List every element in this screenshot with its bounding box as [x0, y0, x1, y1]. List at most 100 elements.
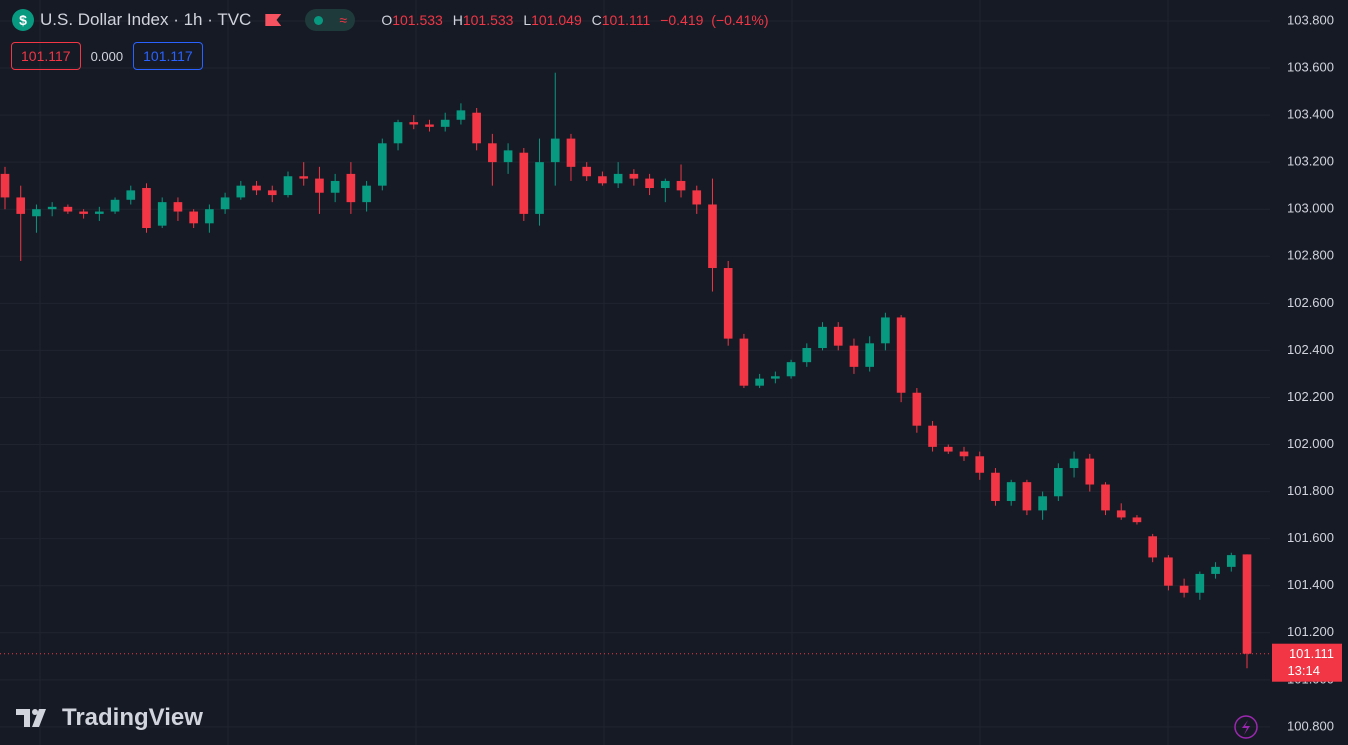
y-tick-label: 102.000: [1287, 436, 1334, 451]
y-tick-label: 103.400: [1287, 107, 1334, 122]
candle-body: [267, 190, 277, 196]
candle-body: [535, 162, 544, 214]
y-tick-label: 100.800: [1287, 718, 1334, 733]
trade-buttons: 101.117 0.000 101.117: [11, 42, 203, 70]
spread: 0.000: [90, 48, 124, 64]
candle-body: [613, 173, 623, 184]
candle-body: [943, 446, 953, 452]
legend-value: 101.049: [531, 12, 582, 28]
candle-body: [472, 112, 481, 144]
candle-body: [519, 152, 529, 214]
candle-body: [32, 209, 41, 217]
brand: TradingView: [16, 704, 203, 732]
candle-body: [220, 197, 230, 210]
candle-body: [110, 199, 120, 212]
last-price-tag: [1272, 643, 1342, 682]
symbol-icon: $: [12, 9, 34, 31]
candle-body: [723, 268, 733, 339]
candle-body: [299, 176, 309, 179]
y-tick-label: 102.200: [1287, 389, 1334, 404]
candle-body: [629, 173, 639, 179]
buy-button[interactable]: 101.117: [133, 42, 203, 70]
candle-body: [346, 173, 356, 203]
candle-body: [582, 166, 592, 177]
legend-change: −0.419: [660, 12, 704, 28]
legend-key: H: [452, 12, 463, 28]
candle-body: [205, 209, 214, 224]
candle-body: [739, 338, 749, 386]
legend-key: O: [381, 12, 393, 28]
candle-body: [849, 345, 859, 367]
candle-body: [645, 178, 654, 189]
legend-value: 101.111: [601, 12, 651, 28]
candle-body: [1195, 573, 1205, 593]
candle-body: [142, 188, 151, 229]
candle-body: [566, 138, 576, 167]
y-tick-label: 101.200: [1287, 624, 1334, 639]
candle-body: [47, 206, 57, 210]
candle-body: [440, 119, 450, 127]
candle-body: [818, 326, 827, 349]
alert-icon-bolt: [1242, 720, 1250, 735]
candle-body: [1132, 517, 1142, 523]
y-tick-label: 103.600: [1287, 59, 1334, 74]
candle-body: [1226, 555, 1236, 567]
candle-body: [959, 451, 969, 457]
legend-change-percent: (−0.41%): [711, 12, 769, 28]
candle-body: [1085, 458, 1095, 485]
candle-body: [896, 317, 906, 393]
legend-key: C: [591, 12, 602, 28]
candle-body: [393, 122, 403, 144]
candle-body: [157, 202, 167, 226]
candle-body: [1116, 510, 1126, 518]
candle-body: [16, 197, 26, 214]
candle-body: [928, 425, 937, 447]
candle-body: [236, 185, 246, 198]
y-tick-label: 101.800: [1287, 483, 1334, 498]
candle-body: [488, 143, 497, 163]
y-tick-label: 101.600: [1287, 530, 1334, 545]
candle-body: [975, 456, 985, 473]
candle-body: [425, 124, 434, 127]
candle-body: [786, 362, 796, 377]
candle-body: [126, 190, 136, 200]
candle-body: [755, 378, 764, 386]
y-tick-label: 102.800: [1287, 248, 1334, 263]
candle-body: [330, 180, 340, 193]
legend-value: 101.533: [392, 12, 443, 28]
legend-value: 101.533: [462, 12, 514, 28]
candle-body: [1022, 482, 1032, 511]
candle-body: [1148, 536, 1157, 558]
candle-body: [189, 211, 198, 224]
candle-body: [1211, 566, 1220, 574]
candle-body: [912, 392, 922, 426]
candle-body: [1054, 468, 1063, 497]
y-tick-label: 103.000: [1287, 201, 1334, 216]
candle-body: [377, 143, 387, 186]
chart-title: U.S. Dollar Index · 1h · TVC: [40, 10, 252, 29]
sell-button[interactable]: 101.117: [11, 42, 81, 70]
candle-body: [63, 206, 73, 212]
candle-body: [0, 173, 10, 198]
candle-body: [881, 317, 890, 344]
candle-body: [1069, 458, 1079, 469]
countdown-label: 13:14: [1287, 663, 1320, 678]
candle-body: [79, 211, 88, 214]
candle-body: [550, 138, 560, 163]
brand-name: TradingView: [62, 704, 203, 731]
candle-body: [865, 343, 875, 367]
candle-body: [598, 176, 607, 184]
candle-body: [802, 348, 812, 363]
candle-body: [1242, 554, 1252, 654]
candle-body: [409, 122, 419, 125]
candle-body: [1179, 585, 1189, 593]
candle-body: [991, 472, 1000, 501]
flag[interactable]: [265, 14, 282, 26]
candle-body: [503, 150, 513, 163]
candle-body: [95, 211, 104, 214]
y-tick-label: 103.800: [1287, 12, 1334, 27]
header: $ U.S. Dollar Index · 1h · TVC ≈ O101.53…: [12, 9, 769, 31]
candle-body: [660, 180, 670, 189]
status-pill[interactable]: ≈: [305, 9, 356, 31]
